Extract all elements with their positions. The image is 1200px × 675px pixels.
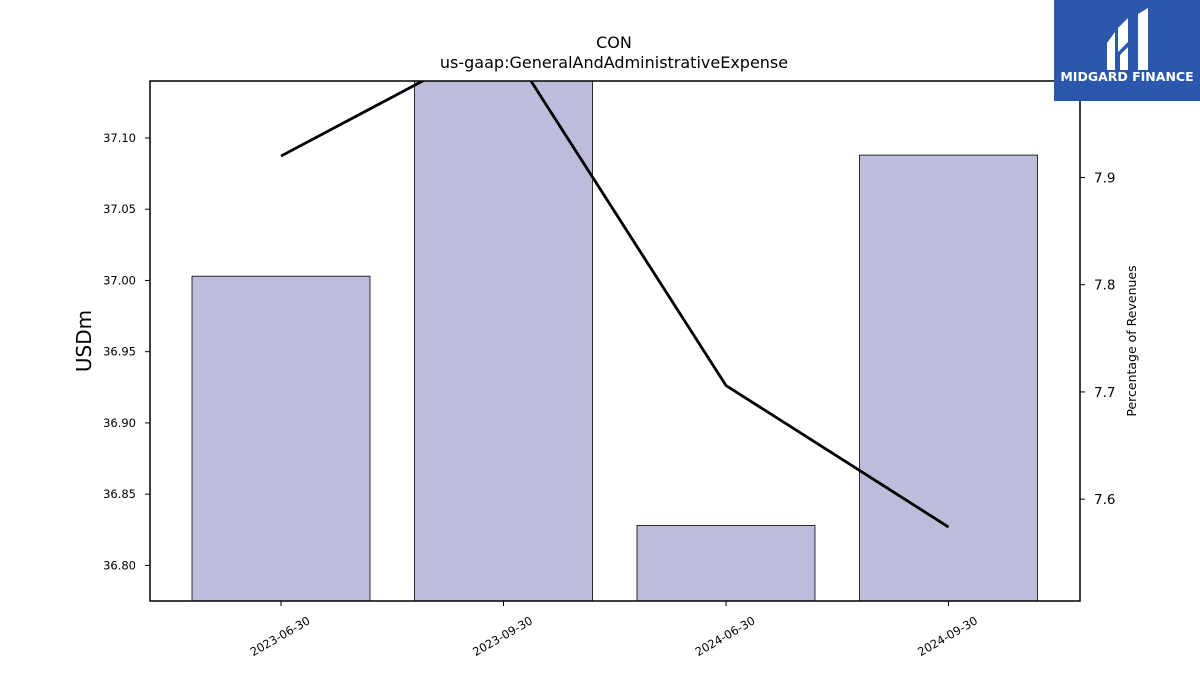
x-tick-label: 2023-09-30 xyxy=(470,613,535,659)
x-tick-label: 2024-06-30 xyxy=(693,613,758,659)
y2-tick-label: 7.6 xyxy=(1094,492,1115,508)
x-axis-ticks: 2023-06-30 2023-09-30 2024-06-30 2024-09-30 xyxy=(248,601,980,659)
y-tick-label: 37.10 xyxy=(103,131,136,145)
chart-title: CON xyxy=(596,33,632,52)
plot-frame xyxy=(149,80,1081,602)
x-tick-label: 2023-06-30 xyxy=(248,613,313,659)
left-axis-ticks: 36.80 36.85 36.90 36.95 37.00 37.05 37.10 xyxy=(103,131,150,572)
bar-series xyxy=(191,80,1038,602)
y-tick-label: 36.80 xyxy=(103,558,136,572)
y2-tick-label: 7.9 xyxy=(1094,170,1115,186)
chart-subtitle: us-gaap:GeneralAndAdministrativeExpense xyxy=(440,53,788,72)
y2-tick-label: 7.7 xyxy=(1094,385,1115,401)
y2-axis-label: Percentage of Revenues xyxy=(1124,265,1139,416)
line-series xyxy=(280,81,950,529)
y-tick-label: 36.85 xyxy=(103,487,136,501)
x-tick-label: 2024-09-30 xyxy=(915,613,980,659)
bar-2024-09-30 xyxy=(859,154,1038,602)
y-tick-label: 36.90 xyxy=(103,416,136,430)
bar-2024-06-30 xyxy=(636,525,816,602)
logo-mark-icon xyxy=(1107,8,1148,70)
y-tick-label: 36.95 xyxy=(103,345,136,359)
bar-2023-06-30 xyxy=(191,275,371,602)
y2-tick-label: 7.8 xyxy=(1094,278,1115,294)
right-axis-ticks: 7.6 7.7 7.8 7.9 xyxy=(1080,170,1115,508)
logo-text: MIDGARD FINANCE xyxy=(1060,69,1193,84)
percentage-line xyxy=(280,81,950,529)
bar-2023-09-30 xyxy=(414,80,593,602)
y-axis-label: USDm xyxy=(72,310,96,372)
company-logo: MIDGARD FINANCE xyxy=(1054,0,1200,101)
y-tick-label: 37.00 xyxy=(103,273,136,287)
y-tick-label: 37.05 xyxy=(103,202,136,216)
